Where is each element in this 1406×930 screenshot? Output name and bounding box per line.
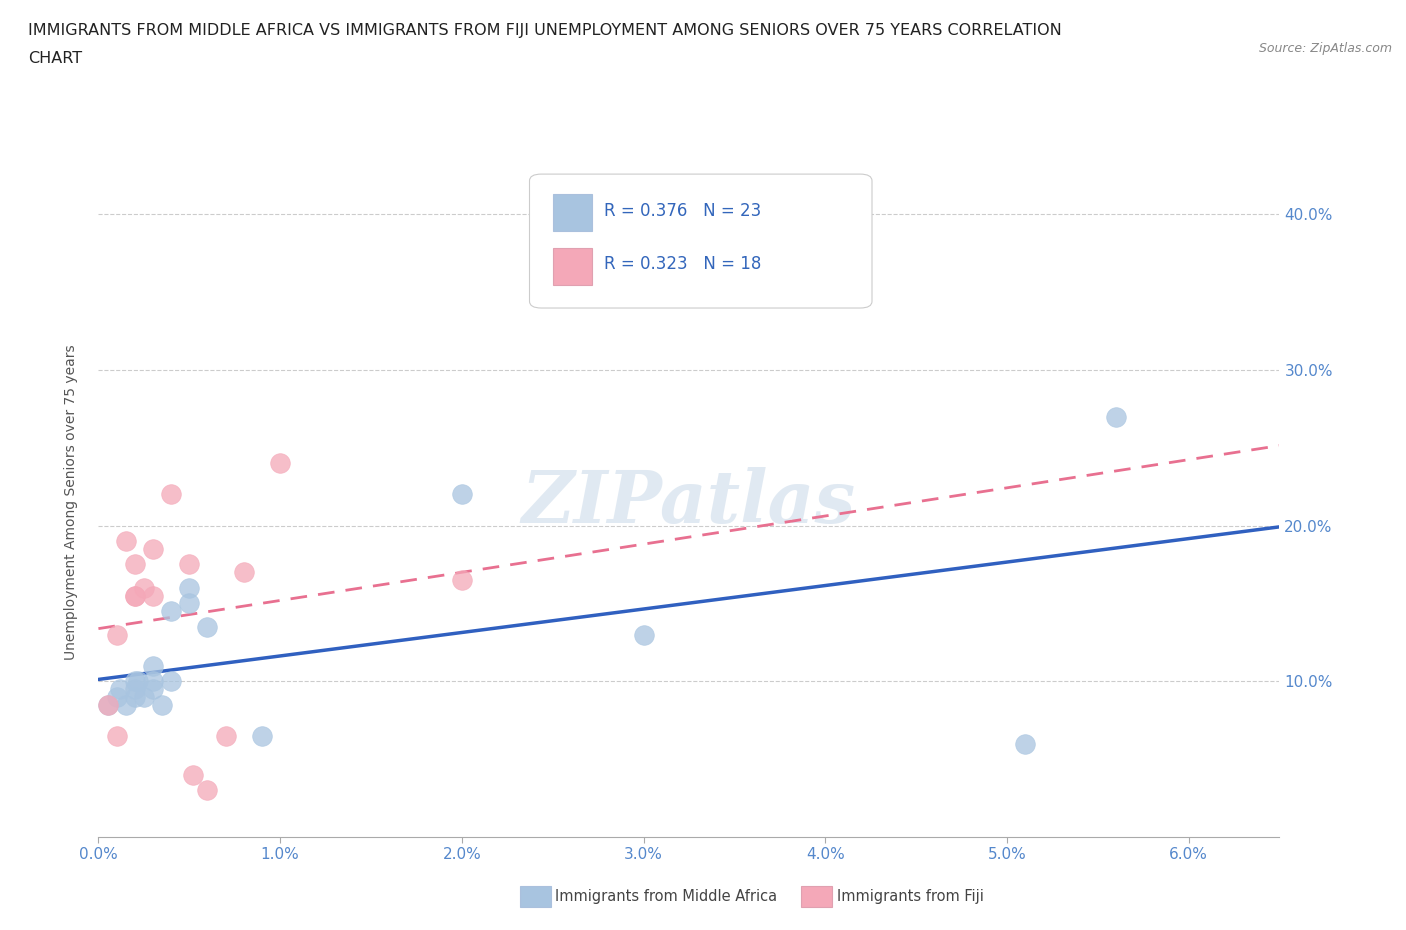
Point [160,674,183,689]
Text: CHART: CHART [28,51,82,66]
Point [450,487,472,502]
Point [105,728,128,743]
Point [179,557,201,572]
Text: R = 0.376   N = 23: R = 0.376 N = 23 [605,202,761,219]
Point [127,674,149,689]
Point [150,698,173,712]
FancyBboxPatch shape [553,247,592,285]
Point [142,682,165,697]
Point [96,698,118,712]
Point [124,682,146,697]
Point [214,728,236,743]
Point [1105,409,1128,424]
Point [142,588,165,603]
Point [1014,737,1036,751]
Point [232,565,254,579]
Point [124,674,146,689]
Text: Source: ZipAtlas.com: Source: ZipAtlas.com [1258,42,1392,55]
Point [124,588,146,603]
Text: Immigrants from Fiji: Immigrants from Fiji [837,889,983,904]
Point [96,698,118,712]
Point [179,596,201,611]
Point [160,487,183,502]
Point [114,534,136,549]
Point [160,604,183,618]
Text: ZIPatlas: ZIPatlas [522,467,856,538]
Point [181,767,204,782]
FancyBboxPatch shape [553,194,592,231]
Point [124,689,146,704]
Point [179,580,201,595]
Point [250,728,273,743]
Point [105,627,128,642]
Point [450,573,472,588]
Point [633,627,655,642]
Point [132,689,155,704]
Point [142,541,165,556]
FancyBboxPatch shape [530,174,872,308]
Point [114,698,136,712]
Point [269,456,291,471]
Point [110,682,132,697]
Point [197,619,219,634]
Point [124,588,146,603]
Text: IMMIGRANTS FROM MIDDLE AFRICA VS IMMIGRANTS FROM FIJI UNEMPLOYMENT AMONG SENIORS: IMMIGRANTS FROM MIDDLE AFRICA VS IMMIGRA… [28,23,1062,38]
Text: Immigrants from Middle Africa: Immigrants from Middle Africa [555,889,778,904]
Point [142,658,165,673]
Point [142,674,165,689]
Point [105,689,128,704]
Point [132,580,155,595]
Point [124,557,146,572]
Y-axis label: Unemployment Among Seniors over 75 years: Unemployment Among Seniors over 75 years [63,344,77,660]
Text: R = 0.323   N = 18: R = 0.323 N = 18 [605,256,761,273]
Point [197,783,219,798]
